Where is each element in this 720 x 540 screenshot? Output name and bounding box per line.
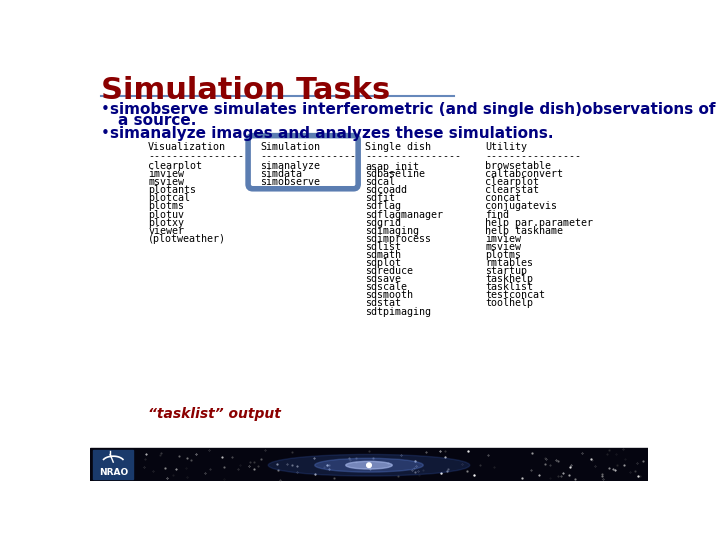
Text: sdsave: sdsave — [365, 274, 401, 284]
Bar — [93, 450, 133, 479]
Text: sdlist: sdlist — [365, 242, 401, 252]
Text: startup: startup — [485, 266, 527, 276]
Text: simobserve: simobserve — [261, 177, 320, 187]
Text: ----------------: ---------------- — [485, 151, 581, 161]
Text: (plotweather): (plotweather) — [148, 234, 226, 244]
Text: conjugatevis: conjugatevis — [485, 201, 557, 212]
Text: clearplot: clearplot — [485, 177, 539, 187]
Text: viewer: viewer — [148, 226, 184, 236]
Text: help taskname: help taskname — [485, 226, 563, 236]
Text: sdplot: sdplot — [365, 258, 401, 268]
Text: plotxy: plotxy — [148, 218, 184, 228]
Ellipse shape — [315, 458, 423, 472]
Text: sdflag: sdflag — [365, 201, 401, 212]
Text: plotuv: plotuv — [148, 210, 184, 220]
Text: clearstat: clearstat — [485, 185, 539, 195]
Ellipse shape — [269, 455, 469, 476]
Text: simdata: simdata — [261, 169, 302, 179]
Text: simanalyze images and analyzes these simulations.: simanalyze images and analyzes these sim… — [110, 126, 554, 141]
Text: sdbaseline: sdbaseline — [365, 169, 425, 179]
Text: sdcal: sdcal — [365, 177, 395, 187]
Text: sdscale: sdscale — [365, 282, 407, 292]
Text: “tasklist” output: “tasklist” output — [148, 408, 281, 421]
Text: Simulation Tasks: Simulation Tasks — [101, 76, 390, 105]
Text: a source.: a source. — [118, 113, 197, 129]
Text: sdgrid: sdgrid — [365, 218, 401, 228]
Text: clearplot: clearplot — [148, 161, 202, 171]
Text: testconcat: testconcat — [485, 291, 545, 300]
Text: tasklist: tasklist — [485, 282, 534, 292]
Text: plotms: plotms — [148, 201, 184, 212]
Bar — [90, 448, 648, 481]
Text: Utility: Utility — [485, 142, 527, 152]
Text: rmtables: rmtables — [485, 258, 534, 268]
Text: ----------------: ---------------- — [365, 151, 461, 161]
Ellipse shape — [366, 463, 372, 468]
Text: sdimprocess: sdimprocess — [365, 234, 431, 244]
Text: help par.parameter: help par.parameter — [485, 218, 593, 228]
Text: find: find — [485, 210, 509, 220]
Text: sdstat: sdstat — [365, 299, 401, 308]
Text: sdflagmanager: sdflagmanager — [365, 210, 443, 220]
Text: ----------------: ---------------- — [148, 151, 244, 161]
Text: Visualization: Visualization — [148, 142, 226, 152]
Text: plotants: plotants — [148, 185, 196, 195]
Text: sdmath: sdmath — [365, 250, 401, 260]
Text: msview: msview — [485, 242, 521, 252]
Text: ----------------: ---------------- — [261, 151, 356, 161]
Text: concat: concat — [485, 193, 521, 204]
Text: imview: imview — [148, 169, 184, 179]
Text: toolhelp: toolhelp — [485, 299, 534, 308]
Text: imview: imview — [485, 234, 521, 244]
Text: sdtpimaging: sdtpimaging — [365, 307, 431, 316]
Text: plotms: plotms — [485, 250, 521, 260]
Text: caltabconvert: caltabconvert — [485, 169, 563, 179]
Text: taskhelp: taskhelp — [485, 274, 534, 284]
Text: sdsmooth: sdsmooth — [365, 291, 413, 300]
Text: Simulation: Simulation — [261, 142, 320, 152]
Text: sdfit: sdfit — [365, 193, 395, 204]
Text: plotcal: plotcal — [148, 193, 190, 204]
Text: asap_init: asap_init — [365, 161, 419, 172]
Text: NRAO: NRAO — [99, 468, 128, 477]
Text: msview: msview — [148, 177, 184, 187]
Text: simobserve simulates interferometric (and single dish)observations of: simobserve simulates interferometric (an… — [110, 102, 716, 117]
Text: sdimaging: sdimaging — [365, 226, 419, 236]
Text: simanalyze: simanalyze — [261, 161, 320, 171]
Text: sdreduce: sdreduce — [365, 266, 413, 276]
FancyBboxPatch shape — [248, 136, 358, 189]
Text: •: • — [101, 126, 109, 141]
Text: •: • — [101, 102, 109, 117]
Text: Single dish: Single dish — [365, 142, 431, 152]
Text: sdcoadd: sdcoadd — [365, 185, 407, 195]
Ellipse shape — [346, 461, 392, 469]
Text: browsetable: browsetable — [485, 161, 552, 171]
